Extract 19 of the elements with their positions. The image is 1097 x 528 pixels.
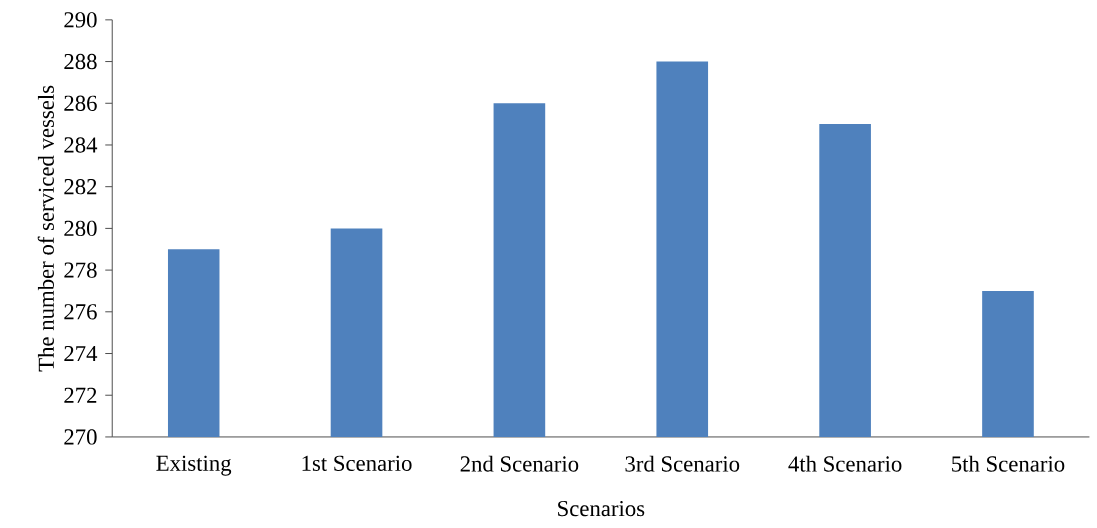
x-tick-label: 1st Scenario <box>302 455 412 471</box>
y-tick-label: 282 <box>64 178 97 195</box>
y-tick-label: 278 <box>64 262 97 278</box>
x-tick-label: 3rd Scenario <box>625 455 740 472</box>
y-tick-label: 284 <box>64 137 98 153</box>
x-tick-label: 5th Scenario <box>952 455 1065 472</box>
y-tick-label: 274 <box>64 345 98 361</box>
y-tick-label: 286 <box>64 95 97 111</box>
x-tick-label: 4th Scenario <box>788 455 902 472</box>
x-tick-label: 2nd Scenario <box>460 455 579 472</box>
y-tick-label: 270 <box>64 429 97 445</box>
y-tick-label: 276 <box>64 304 97 320</box>
x-axis-title: Scenarios <box>558 500 645 517</box>
x-tick-label: Existing <box>156 455 232 476</box>
y-tick-label: 272 <box>64 387 97 403</box>
y-tick-label: 288 <box>64 53 97 70</box>
y-tick-label: 290 <box>64 12 97 28</box>
y-tick-label: 280 <box>64 220 97 236</box>
y-axis-title: The number of serviced vessels <box>37 85 54 372</box>
